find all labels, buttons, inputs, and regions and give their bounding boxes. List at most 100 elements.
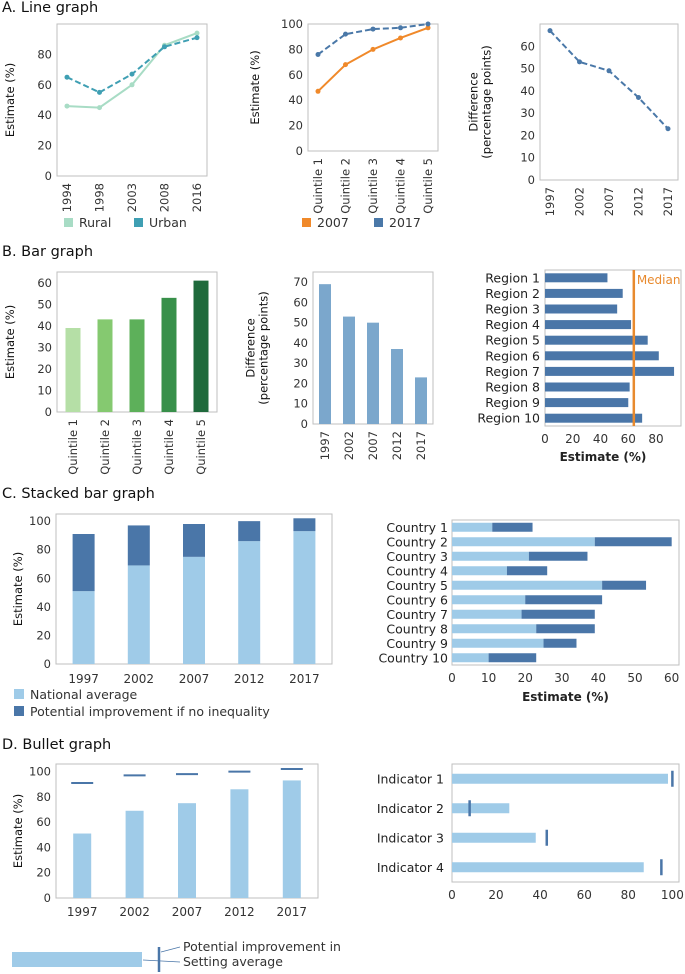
y-tick-label: 40 [37,319,52,333]
bar-segment [183,524,205,557]
x-tick-label: 20 [518,671,533,685]
legend-swatch [14,689,24,699]
y-tick-label: Region 2 [485,286,540,301]
y-tick-label: 40 [36,840,51,854]
legend-bar-label: Setting average [183,954,283,969]
bar-segment [521,609,595,619]
section-title-stacked-bar-graph: C. Stacked bar graph [2,486,155,502]
bar [545,382,630,392]
y-tick-label: Indicator 3 [377,830,444,845]
x-tick-label: Quintile 4 [162,419,176,475]
bar [129,319,145,412]
series-line-difference [549,29,669,130]
y-tick-label: 100 [281,18,303,31]
y-tick-label: 40 [37,108,52,122]
legend-label: 2007 [317,215,349,230]
data-point [64,74,70,80]
legend-swatch [64,218,73,227]
bar-segment [452,595,526,605]
y-tick-label: 0 [45,169,52,183]
legend-label: 2017 [389,215,421,230]
y-axis-label: Estimate (%) [11,794,25,868]
plot-frame [56,23,208,177]
series-line-2017 [317,23,429,56]
x-tick-label: Quintile 4 [394,158,408,214]
x-tick-label: 2012 [632,187,646,216]
y-tick-label: 20 [520,128,535,142]
bar-segment [452,566,507,576]
legend-bar-swatch [12,952,142,967]
bar-segment [127,565,150,664]
x-tick-label: Quintile 3 [366,158,380,214]
x-tick-label: Quintile 2 [339,158,353,214]
bar [319,284,331,424]
x-tick-label: 20 [565,432,580,446]
y-tick-label: Region 5 [485,333,540,348]
x-tick-label: 1998 [93,183,107,212]
x-tick-label: 100 [661,888,684,902]
legend-label: Urban [149,215,187,230]
plot-frame [451,763,680,883]
bar [452,803,510,814]
plot-frame [539,23,679,181]
x-tick-label: 2017 [277,905,308,919]
x-tick-label: Quintile 3 [130,419,144,475]
y-tick-label: 20 [36,866,51,880]
legend-leader [160,946,181,953]
x-tick-label: 2012 [234,672,265,686]
data-point [97,89,102,95]
y-tick-label: 0 [44,657,51,671]
bar-segment [238,521,261,542]
bar-segment [127,525,150,566]
x-tick-label: 2017 [661,187,675,216]
data-point [398,25,403,31]
bar [193,280,209,412]
bar [452,862,644,873]
y-tick-label: 40 [520,84,535,98]
data-point [370,46,376,52]
x-tick-label: Quintile 5 [421,158,435,214]
data-point [665,126,671,132]
bar [452,773,668,784]
y-tick-label: 20 [37,362,52,376]
bar-segment [293,518,316,532]
plot-frame [451,519,680,666]
x-tick-label: 60 [577,888,592,902]
x-tick-label: Quintile 1 [66,419,80,475]
y-tick-label: 50 [520,62,535,76]
y-tick-label: 60 [288,68,303,82]
bar-segment [536,624,595,634]
section-title-bullet-graph: D. Bullet graph [2,737,112,753]
y-tick-label: 20 [293,376,308,390]
bar [343,316,355,424]
y-tick-label: 80 [36,543,51,557]
y-tick-label: 0 [528,173,535,187]
bar [73,833,92,898]
x-tick-label: 0 [448,888,456,902]
y-tick-label: 100 [29,765,51,779]
y-axis-label: Difference [467,72,481,131]
chart-difference-line: 0 10 20 30 40 50 60 Difference (percentage point… [467,23,679,216]
y-tick-label: 40 [293,336,308,350]
data-point [343,31,348,37]
x-tick-label: 2007 [179,672,210,686]
median-label: Median [637,273,681,287]
bar [545,335,648,345]
bar [125,810,144,898]
x-tick-label: 40 [591,671,606,685]
data-point [64,103,70,109]
y-tick-label: 70 [293,275,308,289]
bar-segment [525,595,603,605]
bar [391,349,403,424]
series-line-2007 [317,26,429,93]
bar-segment [492,522,533,532]
section-title-line-graph: A. Line graph [2,0,99,16]
data-point [97,105,102,111]
y-tick-label: Region 3 [485,302,540,317]
y-tick-label: 10 [37,383,52,397]
bar-segment [452,580,603,590]
bar [65,328,81,412]
data-point [425,25,431,31]
